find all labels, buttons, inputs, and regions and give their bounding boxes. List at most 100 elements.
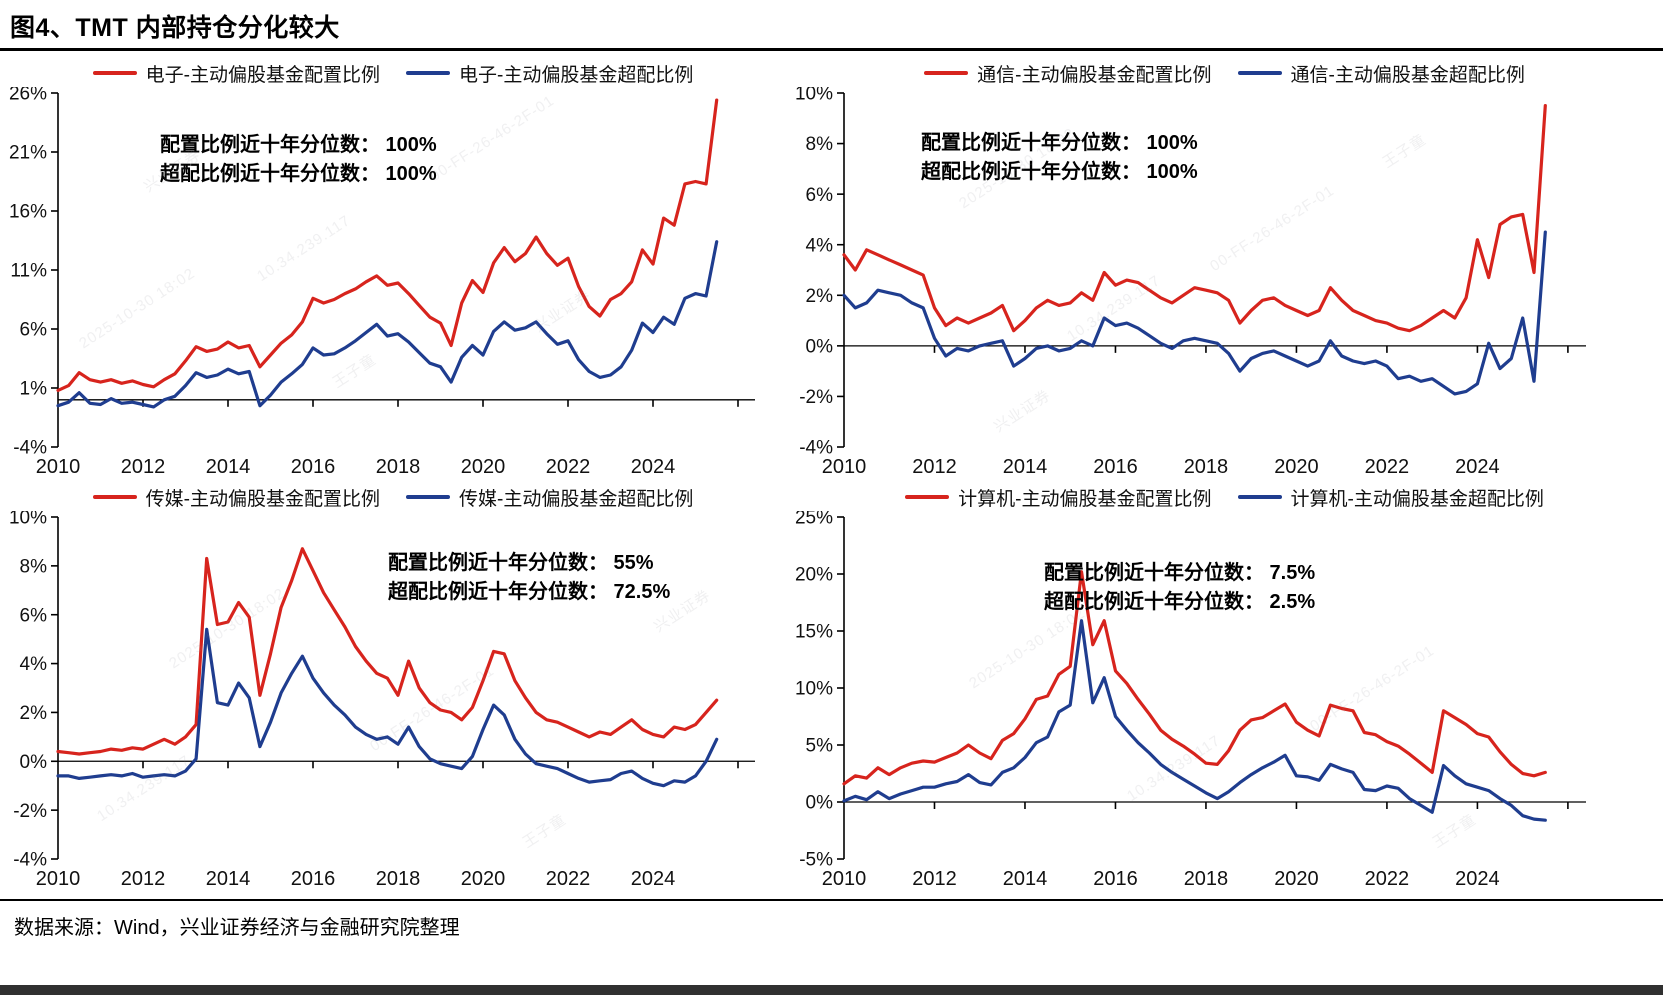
line-chart: -4% -2% 0% 2% 4% 6% 8% 10% 2010 2012 2014 2016 2018 2… bbox=[9, 511, 755, 890]
svg-text:2016: 2016 bbox=[1093, 868, 1138, 890]
plot-area: -4% -2% 0% 2% 4% 6% 8% 10% 2010 2012 2014 2016 2018 2… bbox=[786, 87, 1663, 479]
svg-text:-5%: -5% bbox=[799, 850, 833, 871]
svg-text:2018: 2018 bbox=[1184, 868, 1229, 890]
svg-text:2012: 2012 bbox=[912, 868, 957, 890]
svg-text:21%: 21% bbox=[9, 143, 47, 164]
svg-text:2020: 2020 bbox=[461, 456, 506, 478]
legend-item-allocation: 传媒-主动偏股基金配置比例 bbox=[92, 484, 380, 511]
svg-text:-2%: -2% bbox=[13, 801, 47, 822]
legend: 电子-主动偏股基金配置比例 电子-主动偏股基金超配比例 bbox=[0, 59, 786, 87]
legend-item-overweight: 计算机-主动偏股基金超配比例 bbox=[1237, 484, 1544, 511]
plot-area: -5% 0% 5% 10% 15% 20% 25% 2010 2012 2014 2016 2018 2… bbox=[786, 511, 1663, 891]
legend-label: 传媒-主动偏股基金配置比例 bbox=[145, 488, 380, 510]
legend-item-overweight: 传媒-主动偏股基金超配比例 bbox=[406, 484, 693, 511]
svg-text:0%: 0% bbox=[806, 793, 834, 814]
svg-text:2022: 2022 bbox=[546, 456, 591, 478]
svg-text:0%: 0% bbox=[806, 337, 834, 358]
svg-text:6%: 6% bbox=[20, 320, 48, 341]
svg-text:-4%: -4% bbox=[13, 438, 47, 459]
percentile-annotation: 配置比例近十年分位数： 55% 超配比例近十年分位数： 72.5% bbox=[388, 549, 670, 607]
svg-text:2012: 2012 bbox=[912, 456, 957, 478]
legend-label: 计算机-主动偏股基金配置比例 bbox=[958, 488, 1212, 510]
svg-text:2016: 2016 bbox=[291, 868, 336, 890]
legend-label: 通信-主动偏股基金配置比例 bbox=[977, 64, 1212, 86]
legend-label: 电子-主动偏股基金超配比例 bbox=[459, 64, 694, 86]
line-chart: -5% 0% 5% 10% 15% 20% 25% 2010 2012 2014 2016 2018 2… bbox=[795, 511, 1586, 890]
svg-text:0%: 0% bbox=[20, 752, 48, 773]
svg-text:2%: 2% bbox=[806, 286, 834, 307]
percentile-annotation: 配置比例近十年分位数： 100% 超配比例近十年分位数： 100% bbox=[921, 129, 1198, 187]
chart-telecom: 通信-主动偏股基金配置比例 通信-主动偏股基金超配比例 -4% -2% 0% 2% 4%… bbox=[786, 57, 1663, 481]
svg-text:11%: 11% bbox=[10, 261, 47, 282]
svg-text:6%: 6% bbox=[20, 605, 48, 626]
svg-text:2018: 2018 bbox=[376, 868, 421, 890]
charts-grid: 电子-主动偏股基金配置比例 电子-主动偏股基金超配比例 -4% 1% 6% 11% 16… bbox=[0, 51, 1663, 897]
svg-text:2010: 2010 bbox=[36, 868, 81, 890]
overweight-percentile-text: 超配比例近十年分位数： 2.5% bbox=[1044, 591, 1316, 613]
svg-text:2020: 2020 bbox=[1274, 868, 1319, 890]
legend-item-overweight: 通信-主动偏股基金超配比例 bbox=[1237, 60, 1525, 87]
svg-text:1%: 1% bbox=[20, 379, 48, 400]
svg-text:25%: 25% bbox=[795, 511, 833, 529]
svg-text:26%: 26% bbox=[9, 87, 47, 105]
svg-text:2018: 2018 bbox=[1184, 456, 1229, 478]
overweight-percentile-text: 超配比例近十年分位数： 100% bbox=[921, 161, 1198, 183]
overweight-line-swatch bbox=[1237, 71, 1282, 75]
svg-text:6%: 6% bbox=[806, 185, 834, 206]
svg-text:2016: 2016 bbox=[1093, 456, 1138, 478]
svg-text:2022: 2022 bbox=[1365, 868, 1410, 890]
svg-text:8%: 8% bbox=[806, 134, 834, 155]
allocation-line-swatch bbox=[92, 495, 137, 499]
svg-text:2022: 2022 bbox=[1365, 456, 1410, 478]
svg-text:2014: 2014 bbox=[1003, 456, 1048, 478]
overweight-line-swatch bbox=[406, 495, 450, 499]
line-chart: -4% 1% 6% 11% 16% 21% 26% 2010 2012 2014 2016 2018 2… bbox=[9, 87, 755, 478]
allocation-line-swatch bbox=[924, 71, 969, 75]
overweight-line-swatch bbox=[1237, 495, 1282, 499]
svg-text:8%: 8% bbox=[20, 557, 48, 578]
svg-text:10%: 10% bbox=[795, 679, 833, 700]
svg-text:2014: 2014 bbox=[206, 868, 251, 890]
chart-electronics: 电子-主动偏股基金配置比例 电子-主动偏股基金超配比例 -4% 1% 6% 11% 16… bbox=[0, 57, 786, 481]
svg-text:2020: 2020 bbox=[1274, 456, 1319, 478]
svg-text:4%: 4% bbox=[806, 235, 834, 256]
bottom-bar bbox=[0, 985, 1663, 995]
svg-text:2018: 2018 bbox=[376, 456, 421, 478]
legend: 通信-主动偏股基金配置比例 通信-主动偏股基金超配比例 bbox=[786, 59, 1663, 87]
svg-text:2024: 2024 bbox=[631, 456, 676, 478]
legend-label: 通信-主动偏股基金超配比例 bbox=[1290, 64, 1525, 86]
svg-text:-2%: -2% bbox=[799, 387, 833, 408]
allocation-percentile-text: 配置比例近十年分位数： 7.5% bbox=[1044, 562, 1316, 584]
svg-text:16%: 16% bbox=[9, 202, 47, 223]
line-chart: -4% -2% 0% 2% 4% 6% 8% 10% 2010 2012 2014 2016 2018 2… bbox=[795, 87, 1586, 478]
svg-text:2010: 2010 bbox=[822, 868, 867, 890]
chart-computer: 计算机-主动偏股基金配置比例 计算机-主动偏股基金超配比例 -5% 0% 5% 10%… bbox=[786, 481, 1663, 897]
legend-label: 传媒-主动偏股基金超配比例 bbox=[459, 488, 694, 510]
svg-text:2014: 2014 bbox=[1003, 868, 1048, 890]
overweight-line-swatch bbox=[406, 71, 450, 75]
svg-text:2020: 2020 bbox=[461, 868, 506, 890]
source-note: 数据来源：Wind，兴业证券经济与金融研究院整理 bbox=[0, 899, 1663, 946]
svg-text:2022: 2022 bbox=[546, 868, 591, 890]
legend-item-allocation: 电子-主动偏股基金配置比例 bbox=[92, 60, 380, 87]
svg-text:15%: 15% bbox=[795, 622, 833, 643]
legend: 传媒-主动偏股基金配置比例 传媒-主动偏股基金超配比例 bbox=[0, 483, 786, 511]
page-title: 图4、TMT 内部持仓分化较大 bbox=[10, 14, 340, 42]
svg-text:2010: 2010 bbox=[822, 456, 867, 478]
svg-text:2012: 2012 bbox=[121, 456, 166, 478]
overweight-percentile-text: 超配比例近十年分位数： 72.5% bbox=[388, 581, 671, 603]
allocation-line-swatch bbox=[92, 71, 137, 75]
svg-text:20%: 20% bbox=[795, 565, 833, 586]
svg-text:2010: 2010 bbox=[36, 456, 81, 478]
svg-text:2%: 2% bbox=[20, 703, 48, 724]
legend: 计算机-主动偏股基金配置比例 计算机-主动偏股基金超配比例 bbox=[786, 483, 1663, 511]
svg-text:4%: 4% bbox=[20, 654, 48, 675]
svg-text:10%: 10% bbox=[795, 87, 833, 105]
svg-text:-4%: -4% bbox=[13, 850, 47, 871]
percentile-annotation: 配置比例近十年分位数： 7.5% 超配比例近十年分位数： 2.5% bbox=[1044, 559, 1315, 617]
title-underline bbox=[0, 48, 1663, 51]
svg-text:2014: 2014 bbox=[206, 456, 251, 478]
svg-text:2024: 2024 bbox=[1455, 456, 1500, 478]
plot-area: -4% -2% 0% 2% 4% 6% 8% 10% 2010 2012 2014 2016 2018 2… bbox=[0, 511, 786, 891]
legend-label: 电子-主动偏股基金配置比例 bbox=[145, 64, 380, 86]
